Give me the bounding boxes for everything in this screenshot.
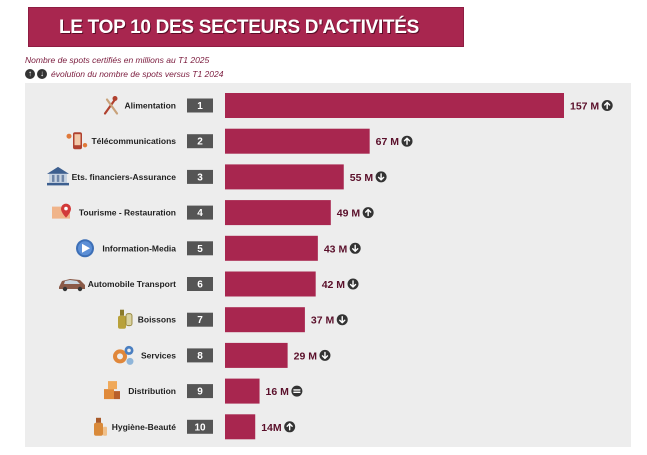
value-label: 16 M (266, 386, 290, 398)
chart-row: Ets. financiers-Assurance 3 55 M (47, 164, 387, 190)
trend-down-icon (375, 171, 387, 183)
value-label: 157 M (570, 101, 599, 113)
rank-box (187, 98, 213, 113)
rank-box (187, 241, 213, 256)
category-label: Services (141, 350, 176, 360)
chart-row: Information-Media 5 43 M (76, 235, 361, 261)
rank-box (187, 277, 213, 291)
phone-icon (66, 132, 88, 150)
bar (225, 200, 331, 226)
trend-down-icon (347, 278, 359, 290)
category-label: Tourisme - Restauration (79, 208, 176, 218)
rank-box (187, 348, 213, 363)
chart-row: Automobile Transport 6 42 M (59, 271, 359, 297)
chart-row: Alimentation 1 157 M (103, 93, 613, 118)
chart-row: Distribution 9 16 M (104, 378, 303, 404)
rank-box (187, 169, 213, 184)
chart-panel: Alimentation 1 157 M Télécommunications 2 67 … (25, 83, 631, 447)
category-label: Hygiène-Beauté (112, 422, 177, 432)
rank-label: 9 (197, 387, 203, 398)
car-icon (59, 279, 85, 292)
rank-box (187, 384, 213, 399)
rank-box (187, 419, 213, 434)
rank-label: 4 (197, 208, 203, 219)
chart-row: Hygiène-Beauté 10 14M (94, 414, 296, 440)
category-label: Alimentation (125, 101, 176, 111)
value-label: 55 M (350, 172, 374, 184)
trend-up-icon (362, 207, 374, 219)
rank-label: 5 (197, 244, 203, 255)
value-label: 42 M (322, 279, 346, 291)
gears-icon (113, 345, 134, 365)
chart-row: Services 8 29 M (113, 342, 331, 368)
cosmetics-icon (94, 417, 107, 436)
rank-label: 3 (197, 172, 203, 183)
bar (225, 414, 256, 440)
play-icon (76, 239, 94, 258)
map-pin-icon (52, 203, 71, 219)
bottle-icon (118, 309, 133, 329)
rank-label: 1 (197, 101, 203, 112)
rank-label: 10 (194, 422, 206, 433)
chart-title: LE TOP 10 DES SECTEURS D'ACTIVITÉS (59, 17, 419, 38)
bar (225, 164, 344, 190)
trend-up-icon (284, 421, 296, 433)
rank-label: 6 (197, 280, 203, 291)
chart-subtitle: Nombre de spots certifiés en millions au… (25, 55, 210, 65)
legend-text: évolution du nombre de spots versus T1 2… (51, 69, 224, 79)
trend-down-icon (349, 242, 361, 254)
value-label: 67 M (376, 136, 400, 148)
cutlery-icon (103, 96, 119, 115)
category-label: Télécommunications (91, 136, 176, 146)
value-label: 37 M (311, 315, 335, 327)
rank-box (187, 205, 213, 220)
rank-box (187, 134, 213, 149)
bar (225, 93, 564, 118)
bar (225, 342, 288, 368)
bar-chart: Alimentation 1 157 M Télécommunications 2 67 … (47, 93, 613, 440)
category-label: Information-Media (102, 243, 176, 253)
category-label: Boissons (138, 315, 177, 325)
rank-label: 7 (197, 315, 203, 326)
value-label: 14M (261, 422, 282, 434)
category-label: Automobile Transport (88, 279, 176, 289)
arrow-down-icon: ↓ (37, 69, 47, 79)
arrow-up-icon: ↑ (25, 69, 35, 79)
value-label: 29 M (294, 350, 318, 362)
chart-row: Tourisme - Restauration 4 49 M (52, 200, 374, 226)
category-label: Distribution (128, 386, 176, 396)
rank-label: 2 (197, 137, 203, 148)
bar (225, 307, 305, 333)
trend-stable-icon (291, 385, 303, 397)
value-label: 43 M (324, 243, 348, 255)
trend-down-icon (336, 314, 348, 326)
title-banner: LE TOP 10 DES SECTEURS D'ACTIVITÉS (28, 7, 464, 47)
bank-icon (47, 166, 69, 186)
chart-row: Boissons 7 37 M (118, 307, 348, 333)
rank-box (187, 312, 213, 327)
trend-down-icon (319, 349, 331, 361)
value-label: 49 M (337, 208, 361, 220)
boxes-icon (104, 381, 120, 400)
chart-row: Télécommunications 2 67 M (66, 128, 413, 154)
bar (225, 235, 318, 261)
rank-label: 8 (197, 351, 203, 362)
category-label: Ets. financiers-Assurance (72, 172, 177, 182)
bar (225, 378, 260, 404)
bar (225, 271, 316, 297)
trend-up-icon (601, 100, 613, 111)
trend-up-icon (401, 135, 413, 147)
bar (225, 128, 370, 154)
trend-legend: ↑ ↓ évolution du nombre de spots versus … (25, 68, 223, 80)
